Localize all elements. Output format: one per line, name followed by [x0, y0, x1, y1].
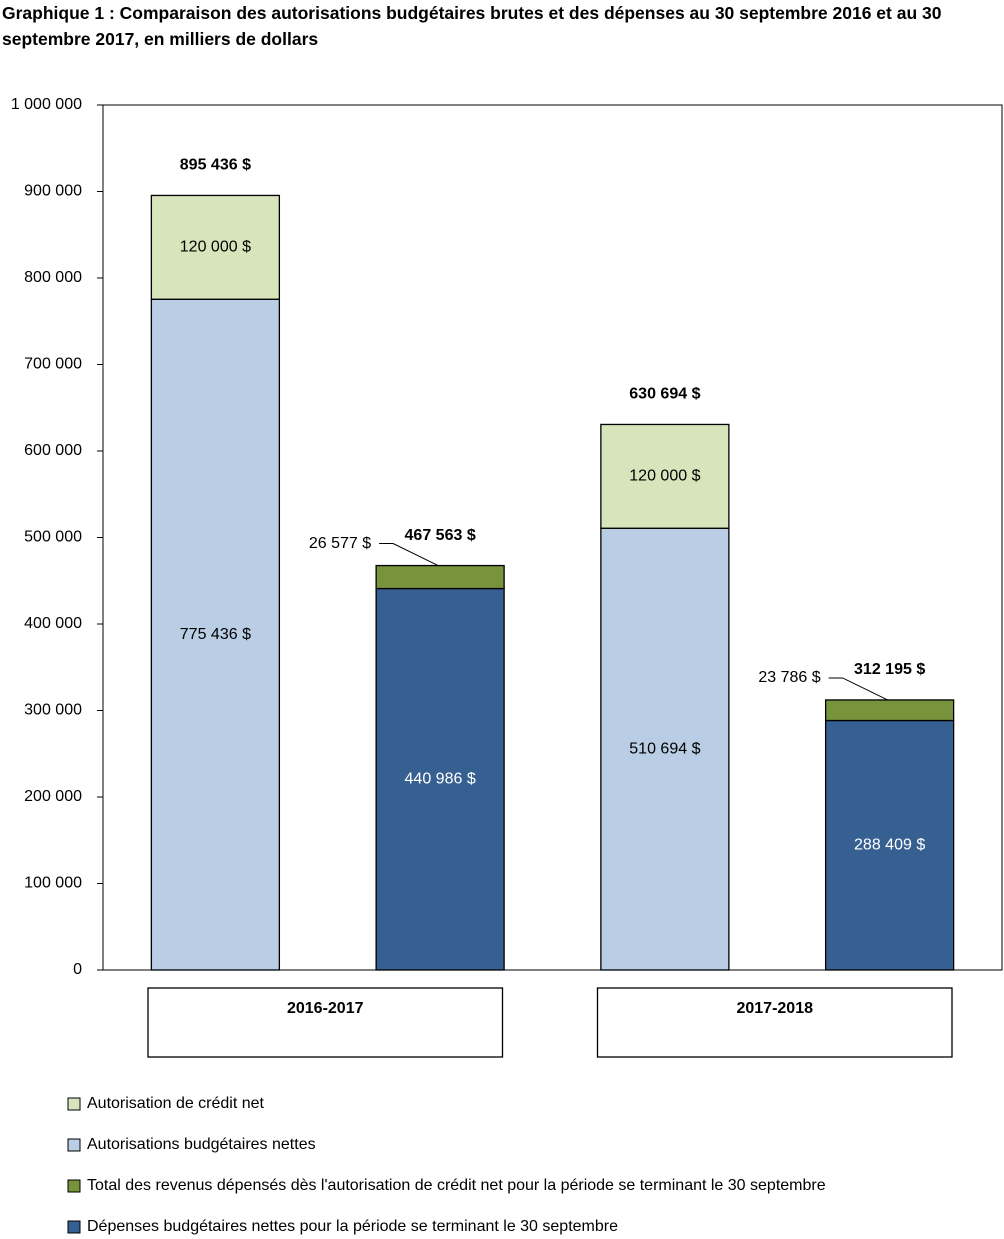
legend-label: Autorisations budgétaires nettes [87, 1136, 316, 1153]
bar-segment [150, 194, 281, 300]
total-label: 467 563 $ [405, 527, 476, 544]
bar-segment [824, 719, 955, 971]
y-tick-label: 100 000 [24, 875, 82, 892]
legend-swatch [67, 1097, 81, 1111]
data-label: 440 986 $ [405, 770, 476, 787]
chart-title: Graphique 1 : Comparaison des autorisati… [2, 3, 942, 49]
bar-segment [375, 564, 505, 590]
data-label: 288 409 $ [854, 836, 925, 853]
data-label: 775 436 $ [180, 626, 251, 643]
y-tick-label: 600 000 [24, 442, 82, 459]
legend-swatch [67, 1138, 81, 1152]
y-tick-label: 500 000 [24, 529, 82, 546]
data-label: 510 694 $ [629, 740, 700, 757]
legend-swatch [67, 1179, 81, 1193]
group-label: 2016-2017 [287, 1000, 364, 1017]
data-label: 23 786 $ [758, 669, 820, 686]
leader-line [379, 543, 439, 567]
total-label: 895 436 $ [180, 157, 251, 174]
y-tick-label: 200 000 [24, 788, 82, 805]
bar-segment [375, 587, 505, 971]
y-tick-label: 400 000 [24, 615, 82, 632]
group-box [147, 987, 504, 1058]
group-label: 2017-2018 [736, 1000, 813, 1017]
leader-line [828, 677, 888, 701]
data-label: 26 577 $ [309, 535, 371, 552]
total-label: 630 694 $ [629, 386, 700, 403]
data-label: 120 000 $ [180, 239, 251, 256]
y-tick-label: 700 000 [24, 356, 82, 373]
group-box [596, 987, 953, 1058]
y-tick-label: 1 000 000 [11, 96, 82, 113]
y-tick-label: 0 [73, 961, 82, 978]
legend-label: Autorisation de crédit net [87, 1095, 265, 1112]
y-tick-label: 800 000 [24, 269, 82, 286]
legend-swatch [67, 1220, 81, 1234]
legend-label: Dépenses budgétaires nettes pour la péri… [87, 1218, 618, 1235]
y-tick-label: 900 000 [24, 183, 82, 200]
total-label: 312 195 $ [854, 661, 925, 678]
y-tick-label: 300 000 [24, 702, 82, 719]
bar-segment [600, 527, 730, 971]
legend-label: Total des revenus dépensés dès l'autoris… [87, 1177, 826, 1194]
bar-segment [150, 298, 281, 971]
bar-segment [824, 699, 955, 722]
data-label: 120 000 $ [629, 468, 700, 485]
bar-segment [600, 423, 730, 529]
